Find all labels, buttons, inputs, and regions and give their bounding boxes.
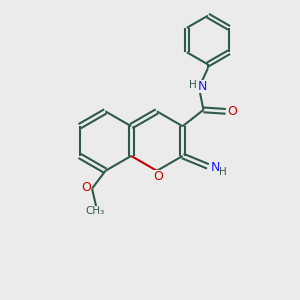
Text: N: N [211,161,220,174]
Text: O: O [81,181,91,194]
Text: H: H [189,80,196,90]
Text: O: O [227,105,237,118]
Text: N: N [198,80,207,93]
Text: CH₃: CH₃ [85,206,105,216]
Text: O: O [153,170,163,183]
Text: H: H [219,167,226,177]
